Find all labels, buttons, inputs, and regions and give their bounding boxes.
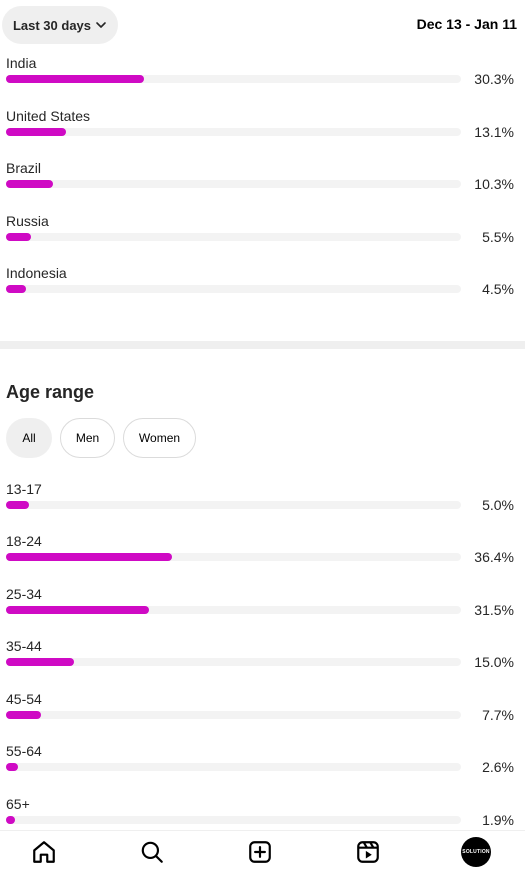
country-row-russia: Russia 5.5% [0, 213, 525, 265]
reels-icon[interactable] [353, 837, 383, 867]
bar-track [6, 233, 461, 241]
row-label: 25-34 [6, 586, 42, 602]
bar-track [6, 658, 461, 666]
age-row-45-54: 45-54 7.7% [0, 691, 525, 743]
row-percent: 4.5% [482, 281, 514, 297]
country-row-brazil: Brazil 10.3% [0, 160, 525, 212]
bar-track [6, 75, 461, 83]
country-row-india: India 30.3% [0, 55, 525, 107]
age-row-13-17: 13-17 5.0% [0, 481, 525, 533]
row-percent: 7.7% [482, 707, 514, 723]
bar-fill [6, 75, 144, 83]
bar-fill [6, 128, 66, 136]
bar-fill [6, 763, 18, 771]
country-row-indonesia: Indonesia 4.5% [0, 265, 525, 317]
bar-fill [6, 180, 53, 188]
bar-track [6, 285, 461, 293]
age-row-55-64: 55-64 2.6% [0, 743, 525, 795]
home-icon[interactable] [29, 837, 59, 867]
row-percent: 2.6% [482, 759, 514, 775]
row-percent: 36.4% [474, 549, 514, 565]
row-label: Indonesia [6, 265, 67, 281]
bar-track [6, 816, 461, 824]
bar-track [6, 763, 461, 771]
header: Last 30 days Dec 13 - Jan 11 [0, 0, 525, 50]
filter-all-button[interactable]: All [6, 418, 52, 458]
date-range: Dec 13 - Jan 11 [416, 16, 517, 32]
row-label: 18-24 [6, 533, 42, 549]
row-label: 55-64 [6, 743, 42, 759]
bar-track [6, 711, 461, 719]
bar-track [6, 606, 461, 614]
profile-avatar[interactable]: SOLUTION [461, 837, 491, 867]
bar-fill [6, 816, 15, 824]
bar-fill [6, 606, 150, 614]
row-percent: 30.3% [474, 71, 514, 87]
country-row-united-states: United States 13.1% [0, 108, 525, 160]
age-row-18-24: 18-24 36.4% [0, 533, 525, 585]
age-row-25-34: 25-34 31.5% [0, 586, 525, 638]
avatar: SOLUTION [461, 837, 491, 867]
avatar-text: SOLUTION [462, 849, 490, 855]
age-row-35-44: 35-44 15.0% [0, 638, 525, 690]
bar-track [6, 501, 461, 509]
filter-men-button[interactable]: Men [60, 418, 115, 458]
row-percent: 13.1% [474, 124, 514, 140]
period-dropdown-button[interactable]: Last 30 days [2, 6, 118, 44]
row-percent: 5.0% [482, 497, 514, 513]
bar-fill [6, 501, 29, 509]
bar-fill [6, 658, 75, 666]
row-percent: 1.9% [482, 812, 514, 828]
row-percent: 15.0% [474, 654, 514, 670]
bar-fill [6, 285, 27, 293]
row-label: India [6, 55, 37, 71]
bar-track [6, 180, 461, 188]
row-percent: 31.5% [474, 602, 514, 618]
row-percent: 10.3% [474, 176, 514, 192]
bar-fill [6, 711, 42, 719]
chevron-down-icon [96, 22, 106, 28]
row-label: Brazil [6, 160, 42, 176]
age-range-title: Age range [6, 382, 95, 402]
row-percent: 5.5% [482, 229, 514, 245]
row-label: 45-54 [6, 691, 42, 707]
period-label: Last 30 days [12, 17, 92, 33]
bottom-nav: SOLUTION [0, 830, 525, 872]
create-icon[interactable] [245, 837, 275, 867]
row-label: United States [6, 108, 91, 124]
bar-track [6, 128, 461, 136]
row-label: 35-44 [6, 638, 42, 654]
row-label: Russia [6, 213, 49, 229]
search-icon[interactable] [137, 837, 167, 867]
row-label: 13-17 [6, 481, 42, 497]
age-row-65-plus: 65+ 1.9% [0, 796, 525, 848]
bar-fill [6, 233, 32, 241]
bar-fill [6, 553, 172, 561]
filter-women-button[interactable]: Women [123, 418, 196, 458]
section-divider [0, 341, 525, 349]
bar-track [6, 553, 461, 561]
row-label: 65+ [6, 796, 30, 812]
